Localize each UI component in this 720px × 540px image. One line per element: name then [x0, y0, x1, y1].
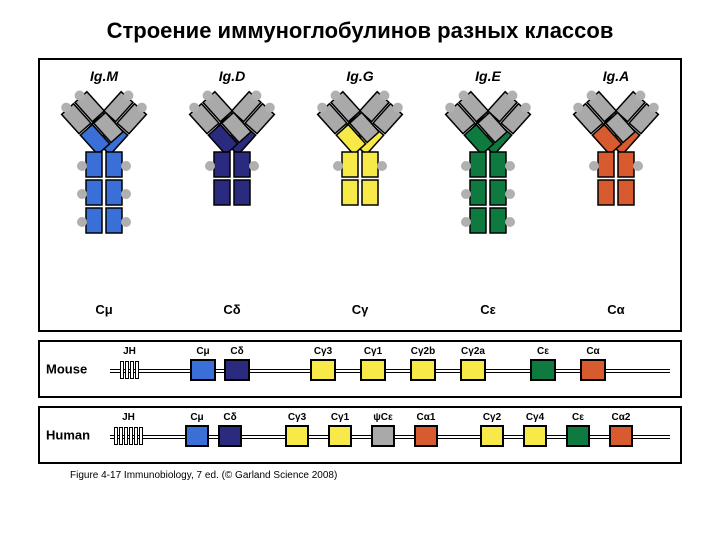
antibody-igd: Ig.D Cδ: [172, 68, 292, 317]
gene-label: Cγ3: [288, 412, 306, 423]
constant-region-label: Cδ: [172, 302, 292, 317]
gene-box: Cε: [566, 425, 590, 447]
gene-box: Cγ2: [480, 425, 504, 447]
antibody-iga: Ig.A Cα: [556, 68, 676, 317]
gene-box: Cα1: [414, 425, 438, 447]
antibody-svg: [305, 90, 415, 295]
gene-box: Cε: [530, 359, 556, 381]
antibody-svg: [177, 90, 287, 295]
antibody-diagram: [172, 90, 292, 300]
gene-label: Cγ2b: [411, 346, 435, 357]
antibody-igg: Ig.G Cγ: [300, 68, 420, 317]
gene-label: Cα1: [417, 412, 436, 423]
antibody-name: Ig.G: [300, 68, 420, 84]
antibody-name: Ig.E: [428, 68, 548, 84]
gene-box: Cδ: [224, 359, 250, 381]
antibody-svg: [49, 90, 159, 295]
antibody-svg: [561, 90, 671, 295]
page-title: Строение иммуноглобулинов разных классов: [30, 18, 690, 44]
antibody-diagram: [44, 90, 164, 300]
gene-box: Cμ: [185, 425, 209, 447]
gene-label: ψCε: [373, 412, 393, 423]
antibody-name: Ig.A: [556, 68, 676, 84]
gene-box: Cμ: [190, 359, 216, 381]
gene-label: Cα: [586, 346, 599, 357]
gene-box: Cα2: [609, 425, 633, 447]
constant-region-label: Cμ: [44, 302, 164, 317]
gene-label: Cγ1: [331, 412, 349, 423]
mouse-gene-panel: Mouse JH Cμ Cδ Cγ3 Cγ1 Cγ2b Cγ2a Cε Cα: [38, 340, 682, 398]
gene-label: Cγ4: [526, 412, 544, 423]
gene-label: Cγ2: [483, 412, 501, 423]
jh-cluster: JH: [120, 361, 139, 379]
gene-box: Cδ: [218, 425, 242, 447]
antibody-name: Ig.D: [172, 68, 292, 84]
gene-label: Cμ: [196, 346, 209, 357]
gene-box: Cγ4: [523, 425, 547, 447]
gene-box: Cγ3: [310, 359, 336, 381]
gene-box: Cγ2b: [410, 359, 436, 381]
species-label-mouse: Mouse: [46, 362, 87, 377]
constant-region-label: Cα: [556, 302, 676, 317]
gene-label: Cε: [572, 412, 584, 423]
gene-label: Cδ: [223, 412, 236, 423]
jh-label: JH: [122, 412, 135, 423]
antibody-diagram: [556, 90, 676, 300]
figure-caption: Figure 4-17 Immunobiology, 7 ed. (© Garl…: [70, 470, 690, 481]
gene-label: Cγ3: [314, 346, 332, 357]
antibody-ige: Ig.E Cε: [428, 68, 548, 317]
gene-box: ψCε: [371, 425, 395, 447]
human-gene-panel: Human JH Cμ Cδ Cγ3 Cγ1 ψCε Cα1 Cγ2 Cγ4 Cε Cα2: [38, 406, 682, 464]
gene-label: Cα2: [612, 412, 631, 423]
antibody-name: Ig.M: [44, 68, 164, 84]
gene-box: Cγ2a: [460, 359, 486, 381]
antibody-igm: Ig.M Cμ: [44, 68, 164, 317]
gene-box: Cγ3: [285, 425, 309, 447]
gene-label: Cε: [537, 346, 549, 357]
antibody-panel: Ig.M Cμ Ig.D Cδ Ig.G Cγ Ig.E Cε Ig.A Cα: [38, 58, 682, 332]
jh-label: JH: [123, 346, 136, 357]
constant-region-label: Cγ: [300, 302, 420, 317]
gene-label: Cμ: [190, 412, 203, 423]
gene-box: Cγ1: [328, 425, 352, 447]
jh-cluster: JH: [114, 427, 143, 445]
gene-label: Cγ2a: [461, 346, 485, 357]
gene-label: Cγ1: [364, 346, 382, 357]
antibody-svg: [433, 90, 543, 295]
antibody-diagram: [428, 90, 548, 300]
species-label-human: Human: [46, 428, 90, 443]
gene-label: Cδ: [230, 346, 243, 357]
gene-box: Cα: [580, 359, 606, 381]
antibody-diagram: [300, 90, 420, 300]
gene-box: Cγ1: [360, 359, 386, 381]
constant-region-label: Cε: [428, 302, 548, 317]
